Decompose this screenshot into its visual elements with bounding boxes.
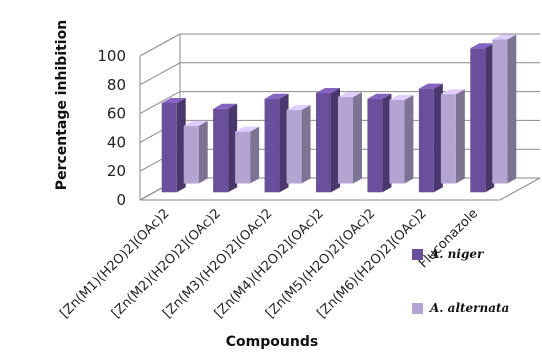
bar <box>492 34 517 184</box>
y-axis-label: Percentage inhibition <box>54 20 70 190</box>
bar <box>183 120 208 184</box>
x-axis-label: Compounds <box>226 334 318 350</box>
bar <box>389 94 414 184</box>
bar <box>235 126 260 184</box>
legend-label: A. niger <box>429 247 485 261</box>
bar <box>286 105 311 184</box>
bar <box>161 98 186 193</box>
gridline-side <box>139 33 181 57</box>
bars <box>161 34 517 193</box>
bar <box>367 93 392 193</box>
y-tick-label: 40 <box>107 133 126 151</box>
bar <box>213 103 238 193</box>
legend-swatch <box>412 249 423 260</box>
bar <box>338 92 362 184</box>
y-tick-label: 0 <box>116 191 126 209</box>
y-axis-ticks: 0 20 40 60 80 100 <box>97 47 126 209</box>
bar <box>264 93 289 193</box>
y-tick-label: 80 <box>107 76 126 94</box>
bar <box>440 89 465 184</box>
y-tick-label: 60 <box>107 105 126 123</box>
legend-label: A. alternata <box>429 301 509 315</box>
bar <box>418 83 443 193</box>
legend-swatch <box>412 303 423 314</box>
legend: A. niger A. alternata <box>412 247 509 315</box>
bar <box>316 87 340 193</box>
gridline-side <box>139 62 181 86</box>
y-tick-label: 100 <box>97 47 126 65</box>
y-tick-label: 20 <box>107 162 126 180</box>
bar <box>470 43 495 193</box>
gridline-side <box>139 91 181 115</box>
